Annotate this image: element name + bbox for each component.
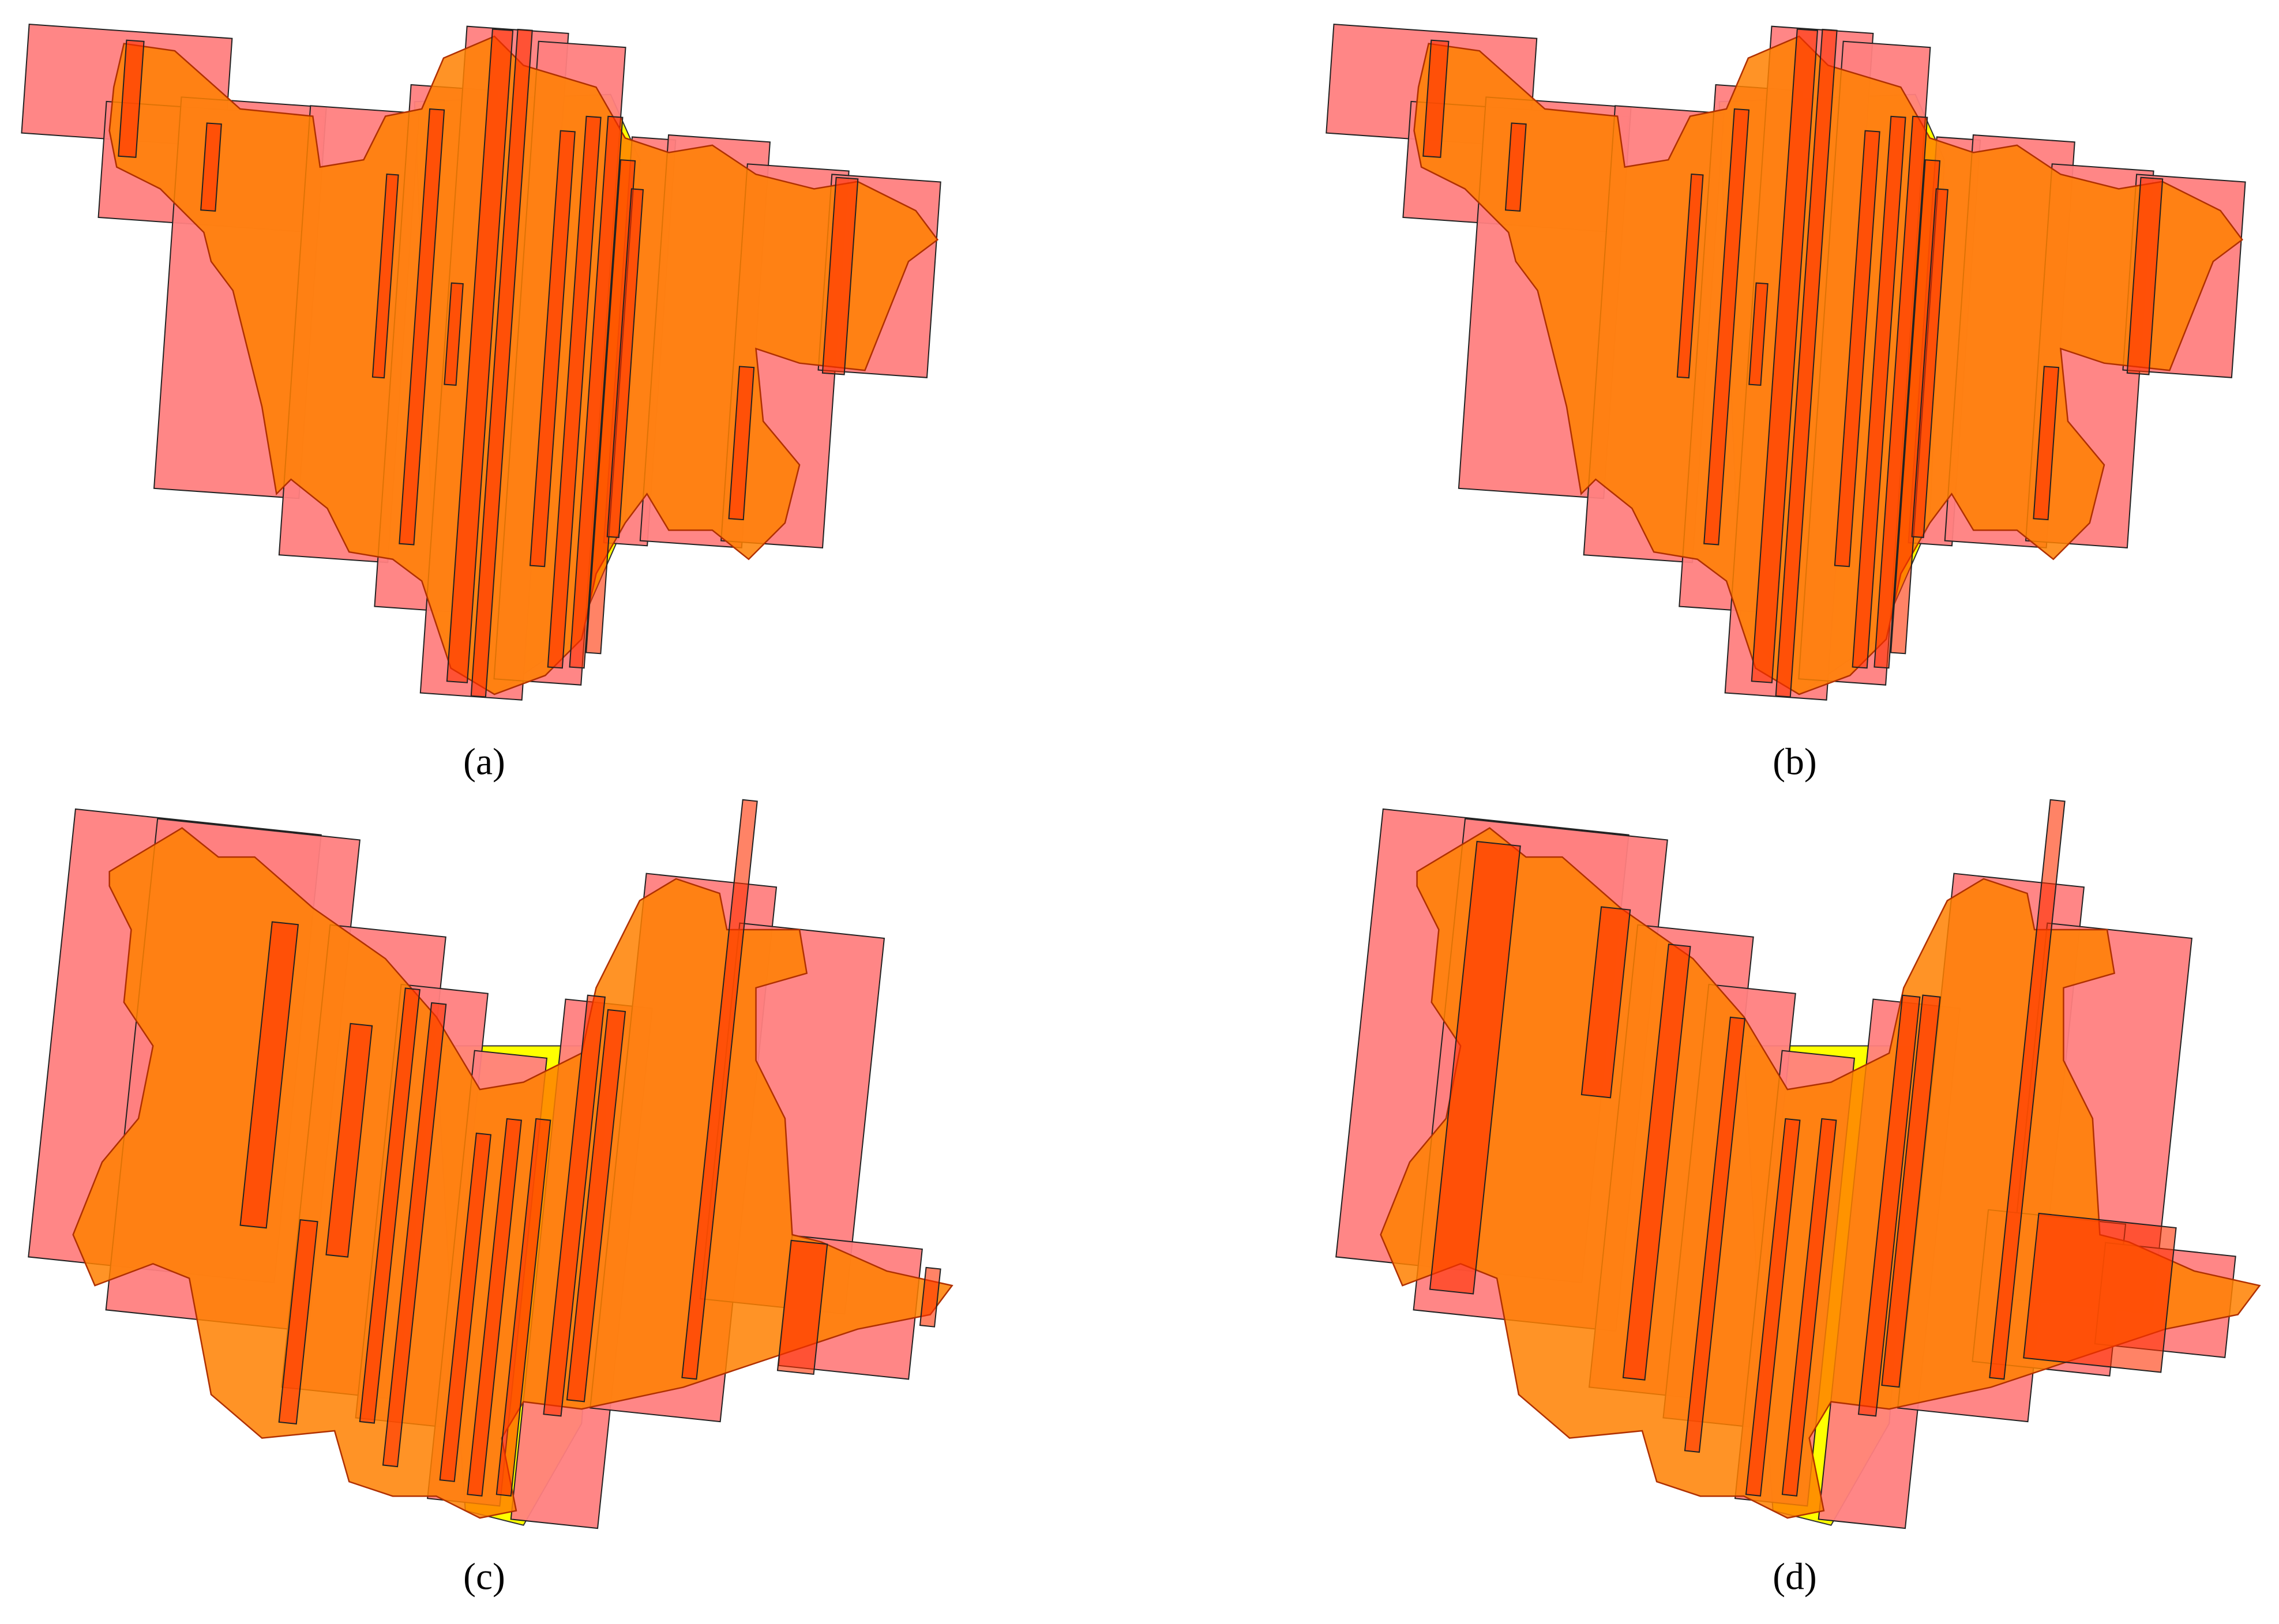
overlap-strip <box>919 1266 941 1328</box>
overlap-strip <box>2023 1212 2177 1373</box>
overlap-strip <box>606 188 644 538</box>
overlap-strip <box>1781 1118 1837 1497</box>
overlap-strip <box>1684 1016 1746 1453</box>
overlap-strip <box>1834 130 1880 567</box>
overlap-strip <box>278 1219 318 1425</box>
overlap-strip <box>821 176 859 375</box>
panel-label: (c) <box>463 1556 505 1597</box>
overlap-strip <box>1911 188 1948 538</box>
overlap-strip <box>1580 906 1631 1099</box>
overlap-strip <box>566 1009 626 1403</box>
overlap-strip <box>439 1132 492 1482</box>
overlap-strip <box>1622 943 1691 1381</box>
overlap-strip <box>359 987 420 1424</box>
region <box>1413 35 2244 696</box>
overlap-strip <box>1751 28 1819 683</box>
overlap-strip <box>1775 28 1838 698</box>
overlap-strip <box>681 799 758 1380</box>
panel-c <box>28 799 953 1529</box>
overlap-strip <box>1429 840 1521 1295</box>
overlap-strip <box>118 39 145 158</box>
panel-label: (b) <box>1773 741 1816 783</box>
overlap-strip <box>470 28 533 698</box>
overlap-strip <box>2033 366 2060 521</box>
overlap-strip <box>1422 39 1450 158</box>
overlap-strip <box>1703 108 1750 546</box>
overlap-strip <box>1857 994 1921 1417</box>
overlap-strip <box>776 1239 828 1375</box>
overlap-strip <box>382 1002 447 1468</box>
overlap-strip <box>529 130 576 567</box>
overlap-strip <box>446 28 514 683</box>
panel-a <box>21 24 941 701</box>
overlap-strip <box>325 1022 373 1258</box>
overlap-strip <box>1852 115 1906 669</box>
overlap-strip <box>399 108 445 546</box>
panel-b <box>1326 24 2246 701</box>
overlap-strip <box>200 122 222 212</box>
overlap-strip <box>444 282 464 386</box>
overlap-strip <box>371 173 399 379</box>
overlap-strip <box>239 921 299 1229</box>
panel-label: (d) <box>1773 1556 1816 1597</box>
overlap-strip <box>2126 176 2164 375</box>
overlap-strip <box>543 994 606 1417</box>
overlap-strip <box>728 366 755 521</box>
overlap-strip <box>495 1118 551 1497</box>
overlap-strip <box>1504 122 1527 212</box>
overlap-strip <box>1745 1118 1801 1497</box>
overlap-strip <box>547 115 602 669</box>
overlap-strip <box>467 1118 523 1497</box>
overlap-strip <box>1989 799 2066 1380</box>
panel-d <box>1335 799 2261 1529</box>
overlap-strip <box>1676 173 1704 379</box>
overlap-strip <box>1881 994 1941 1388</box>
region <box>108 35 939 696</box>
panel-label: (a) <box>463 741 505 783</box>
overlap-strip <box>1748 282 1769 386</box>
overlap-strip <box>569 115 624 669</box>
overlap-strip <box>1873 115 1928 669</box>
